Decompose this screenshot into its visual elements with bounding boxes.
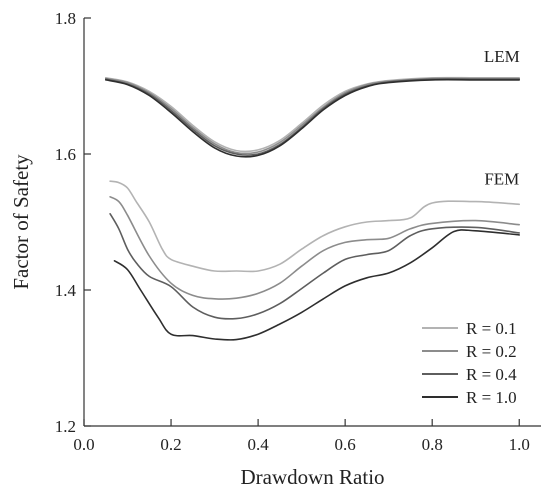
x-tick-label: 0.8 bbox=[422, 435, 443, 454]
ticks: 1.2 1.4 1.6 1.8 0.0 0.2 0.4 0.6 0.8 1.0 bbox=[55, 9, 530, 454]
legend-label: R = 0.4 bbox=[466, 365, 517, 384]
x-tick-label: 1.0 bbox=[509, 435, 530, 454]
y-tick-label: 1.6 bbox=[55, 145, 76, 164]
annotation-fem: FEM bbox=[484, 170, 519, 189]
y-tick-label: 1.4 bbox=[55, 281, 77, 300]
series-line-fem-r-0-2 bbox=[109, 196, 520, 300]
series-line-lem-r-0-1 bbox=[105, 76, 520, 153]
y-tick-label: 1.8 bbox=[55, 9, 76, 28]
series-line-lem-r-0-2 bbox=[105, 77, 520, 155]
series-line-fem-r-0-4 bbox=[109, 213, 520, 320]
series-line-lem-r-0-4 bbox=[105, 78, 520, 156]
legend-label: R = 0.2 bbox=[466, 342, 517, 361]
x-tick-label: 0.2 bbox=[160, 435, 181, 454]
annotations: LEM FEM bbox=[484, 47, 520, 188]
x-tick-label: 0.6 bbox=[335, 435, 356, 454]
series-line-lem-r-1-0 bbox=[105, 78, 520, 158]
axes bbox=[83, 18, 541, 427]
legend-label: R = 0.1 bbox=[466, 319, 517, 338]
series-line-fem-r-0-1 bbox=[109, 180, 520, 273]
series-lines bbox=[105, 76, 520, 341]
annotation-lem: LEM bbox=[484, 47, 520, 66]
x-tick-label: 0.0 bbox=[73, 435, 94, 454]
x-tick-label: 0.4 bbox=[247, 435, 269, 454]
legend: R = 0.1 R = 0.2 R = 0.4 R = 1.0 bbox=[422, 319, 517, 407]
y-axis-title: Factor of Safety bbox=[9, 154, 33, 290]
legend-label: R = 1.0 bbox=[466, 388, 517, 407]
y-tick-label: 1.2 bbox=[55, 417, 76, 436]
series-line-fem-r-1-0 bbox=[113, 229, 520, 341]
x-axis-title: Drawdown Ratio bbox=[240, 465, 384, 489]
